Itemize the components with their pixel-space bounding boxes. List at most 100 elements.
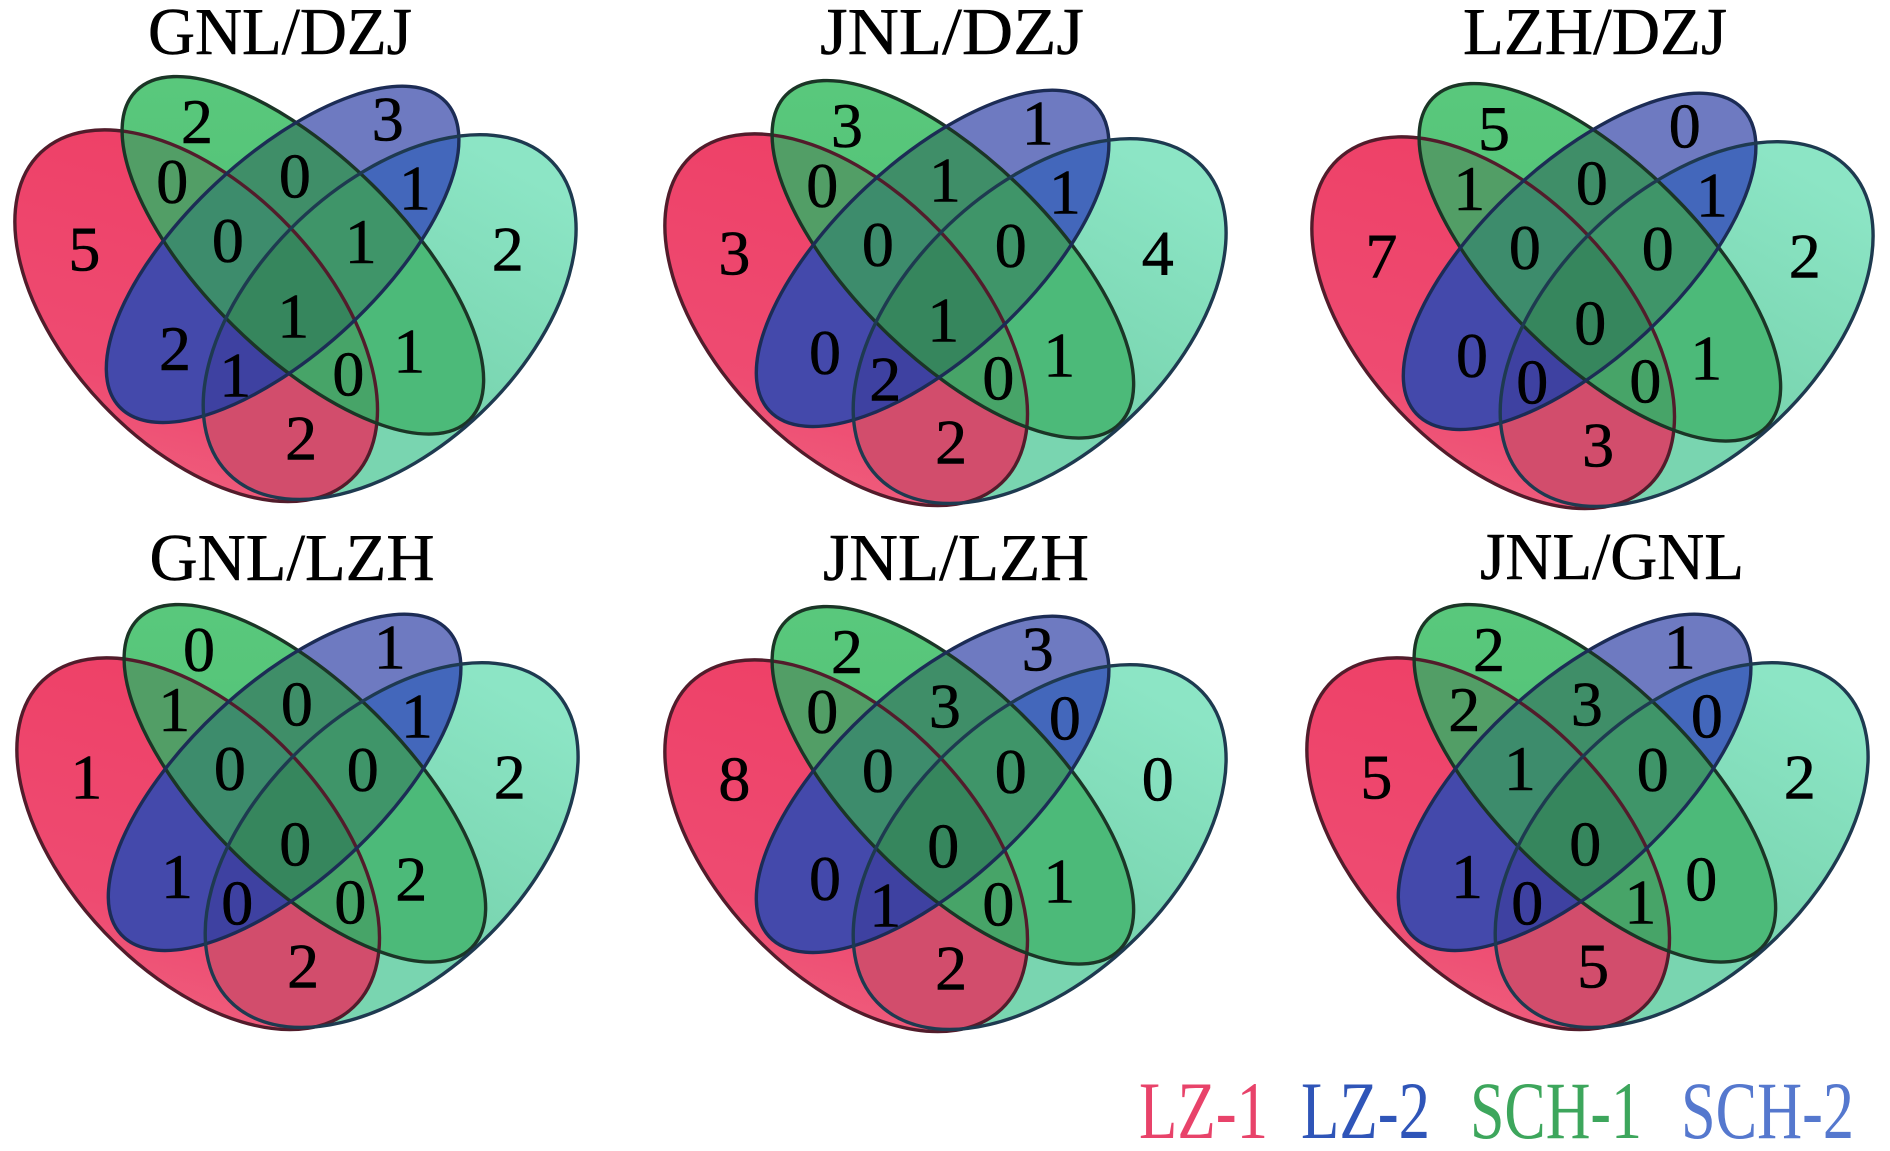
svg-text:1: 1 xyxy=(374,611,406,682)
svg-text:1: 1 xyxy=(1451,841,1483,912)
svg-text:5: 5 xyxy=(1360,742,1392,813)
svg-text:2: 2 xyxy=(935,407,967,478)
svg-text:1: 1 xyxy=(1049,157,1081,228)
svg-text:3: 3 xyxy=(1582,410,1614,481)
svg-text:1: 1 xyxy=(401,681,433,752)
svg-text:0: 0 xyxy=(1669,90,1701,161)
svg-text:0: 0 xyxy=(183,614,215,685)
svg-text:1: 1 xyxy=(1664,611,1696,682)
svg-text:3: 3 xyxy=(718,218,750,289)
svg-text:0: 0 xyxy=(1691,681,1723,752)
svg-text:2: 2 xyxy=(285,403,317,474)
svg-text:0: 0 xyxy=(809,317,841,388)
svg-text:GNL/DZJ: GNL/DZJ xyxy=(148,0,412,69)
svg-text:1: 1 xyxy=(219,340,251,411)
svg-text:0: 0 xyxy=(1576,148,1608,219)
svg-text:1: 1 xyxy=(1043,845,1075,916)
svg-text:1: 1 xyxy=(1453,153,1485,224)
svg-text:SCH-1: SCH-1 xyxy=(1470,1065,1642,1151)
svg-text:2: 2 xyxy=(287,931,319,1002)
svg-text:0: 0 xyxy=(982,343,1014,414)
svg-text:0: 0 xyxy=(1516,347,1548,418)
svg-text:0: 0 xyxy=(1629,346,1661,417)
svg-text:0: 0 xyxy=(1569,809,1601,880)
svg-text:JNL/LZH: JNL/LZH xyxy=(823,521,1089,595)
svg-text:7: 7 xyxy=(1365,221,1397,292)
svg-text:2: 2 xyxy=(935,933,967,1004)
svg-text:1: 1 xyxy=(399,153,431,224)
svg-text:3: 3 xyxy=(372,83,404,154)
svg-text:5: 5 xyxy=(1478,93,1510,164)
svg-text:0: 0 xyxy=(1509,212,1541,283)
svg-text:3: 3 xyxy=(1571,669,1603,740)
svg-text:1: 1 xyxy=(1043,319,1075,390)
svg-text:0: 0 xyxy=(334,867,366,938)
svg-text:0: 0 xyxy=(1637,734,1669,805)
svg-text:0: 0 xyxy=(806,150,838,221)
svg-text:LZ-1: LZ-1 xyxy=(1139,1065,1268,1151)
svg-text:1: 1 xyxy=(869,870,901,941)
svg-text:0: 0 xyxy=(1511,868,1543,939)
svg-text:0: 0 xyxy=(156,146,188,217)
svg-text:0: 0 xyxy=(281,669,313,740)
svg-text:JNL/DZJ: JNL/DZJ xyxy=(820,0,1084,69)
svg-text:1: 1 xyxy=(345,206,377,277)
svg-text:3: 3 xyxy=(929,671,961,742)
svg-text:0: 0 xyxy=(862,209,894,280)
svg-text:1: 1 xyxy=(277,281,309,352)
svg-text:8: 8 xyxy=(718,744,750,815)
svg-text:1: 1 xyxy=(1504,733,1536,804)
svg-text:0: 0 xyxy=(995,210,1027,281)
svg-text:0: 0 xyxy=(332,339,364,410)
svg-text:1: 1 xyxy=(1690,322,1722,393)
svg-text:0: 0 xyxy=(279,141,311,212)
svg-text:0: 0 xyxy=(982,869,1014,940)
svg-text:LZH/DZJ: LZH/DZJ xyxy=(1463,0,1727,69)
svg-text:0: 0 xyxy=(1049,683,1081,754)
svg-text:1: 1 xyxy=(927,285,959,356)
svg-text:3: 3 xyxy=(831,90,863,161)
svg-text:1: 1 xyxy=(158,674,190,745)
svg-text:SCH-2: SCH-2 xyxy=(1681,1065,1854,1151)
svg-text:5: 5 xyxy=(1577,931,1609,1002)
svg-text:1: 1 xyxy=(393,315,425,386)
svg-text:2: 2 xyxy=(1473,614,1505,685)
svg-text:1: 1 xyxy=(1624,867,1656,938)
svg-text:0: 0 xyxy=(1642,213,1674,284)
svg-text:1: 1 xyxy=(70,742,102,813)
svg-text:2: 2 xyxy=(1784,742,1816,813)
svg-text:0: 0 xyxy=(806,676,838,747)
svg-text:0: 0 xyxy=(862,735,894,806)
svg-text:2: 2 xyxy=(395,843,427,914)
svg-text:LZ-2: LZ-2 xyxy=(1301,1065,1430,1151)
svg-text:2: 2 xyxy=(159,313,191,384)
svg-text:0: 0 xyxy=(221,868,253,939)
svg-text:0: 0 xyxy=(347,734,379,805)
svg-text:0: 0 xyxy=(995,736,1027,807)
svg-text:GNL/LZH: GNL/LZH xyxy=(150,521,435,595)
svg-text:0: 0 xyxy=(809,843,841,914)
svg-text:1: 1 xyxy=(1022,87,1054,158)
svg-text:3: 3 xyxy=(1022,613,1054,684)
svg-text:2: 2 xyxy=(494,742,526,813)
svg-text:4: 4 xyxy=(1142,218,1174,289)
svg-text:2: 2 xyxy=(1789,221,1821,292)
svg-text:0: 0 xyxy=(279,809,311,880)
svg-text:0: 0 xyxy=(927,811,959,882)
svg-text:1: 1 xyxy=(1696,160,1728,231)
svg-text:2: 2 xyxy=(1448,674,1480,745)
svg-text:0: 0 xyxy=(1685,843,1717,914)
svg-text:0: 0 xyxy=(214,733,246,804)
svg-text:2: 2 xyxy=(181,86,213,157)
svg-text:5: 5 xyxy=(68,214,100,285)
svg-text:2: 2 xyxy=(831,616,863,687)
svg-text:2: 2 xyxy=(869,344,901,415)
svg-text:0: 0 xyxy=(1142,744,1174,815)
svg-text:0: 0 xyxy=(212,205,244,276)
svg-text:JNL/GNL: JNL/GNL xyxy=(1480,520,1744,594)
svg-text:0: 0 xyxy=(1456,320,1488,391)
svg-text:1: 1 xyxy=(929,145,961,216)
svg-text:0: 0 xyxy=(1574,288,1606,359)
svg-text:2: 2 xyxy=(492,214,524,285)
svg-text:1: 1 xyxy=(161,841,193,912)
